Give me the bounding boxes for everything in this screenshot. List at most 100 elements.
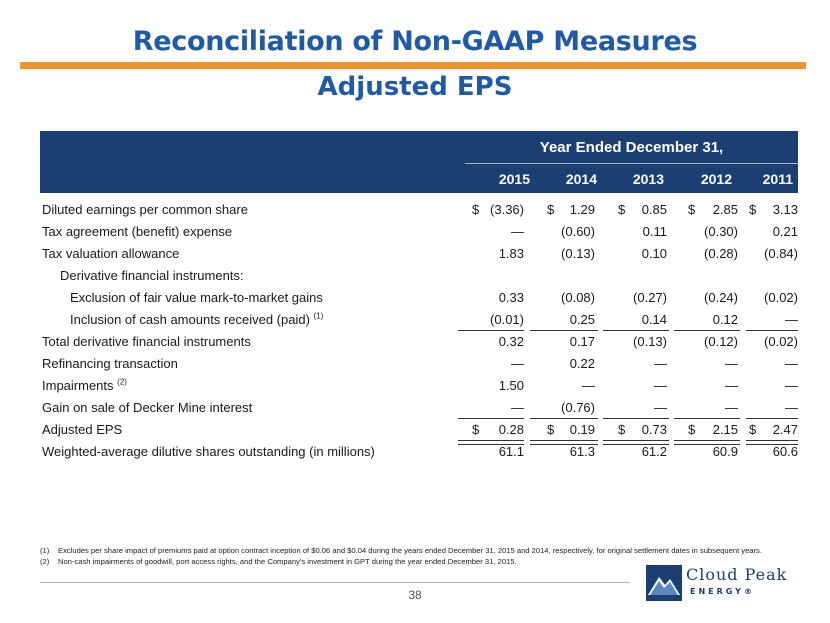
table-row: Adjusted EPS 0.28 $0.19 $0.73 $2.15 $2.47 $ [40,420,800,440]
row-label: Impairments (2) [42,376,127,396]
row-label-text: Diluted earnings per common share [42,202,248,217]
company-logo: Cloud Peak ENERGY® [646,563,806,603]
cell-2011: 0.21 [772,224,798,239]
footnote-ref: (2) [117,377,127,387]
cell-2013: (0.13) [633,334,667,349]
cell-2013: 61.2 [641,444,667,459]
cell-2015: (0.01) [490,312,524,327]
dollar-sign: $ [688,422,696,437]
dollar-sign: $ [547,202,555,217]
cell-2014: 0.17 [569,334,595,349]
cell-2013: — [654,356,667,371]
row-label-text: Tax agreement (benefit) expense [42,224,233,239]
cell-2013: 0.14 [641,312,667,327]
dollar-sign: $ [618,422,626,437]
row-label: Inclusion of cash amounts received (paid… [70,310,323,330]
cell-2014: (0.76) [561,400,595,415]
underline [674,418,740,419]
cell-2011: (0.02) [764,334,798,349]
dollar-sign: $ [547,422,555,437]
row-label: Derivative financial instruments: [60,266,244,286]
page-subtitle: Adjusted EPS [317,72,513,102]
cell-2013: 0.10 [641,246,667,261]
cell-2012: — [725,356,738,371]
cell-2015: — [511,400,524,415]
cell-2011: — [785,378,798,393]
cell-2015: 0.28 [498,422,524,437]
cell-2012: 2.15 [712,422,738,437]
dollar-sign: $ [749,422,757,437]
underline [746,418,798,419]
row-label-text: Refinancing transaction [42,356,178,371]
row-label: Adjusted EPS [42,420,122,440]
cell-2011: (0.02) [764,290,798,305]
row-label-text: Tax valuation allowance [42,246,180,261]
cell-2014: (0.60) [561,224,595,239]
cell-2012: — [725,400,738,415]
footnotes: (1) Excludes per share impact of premium… [40,545,810,567]
underline [603,418,669,419]
dollar-sign: $ [472,422,480,437]
double-underline [458,440,524,445]
cell-2012: (0.12) [704,334,738,349]
underline [603,330,669,331]
cell-2012: 60.9 [712,444,738,459]
mountain-logo-icon [646,565,682,601]
table-row: Inclusion of cash amounts received (paid… [40,310,800,330]
accent-bar [20,62,806,69]
header-divider [465,163,798,164]
cell-2011: — [785,400,798,415]
page-number: 38 [408,588,422,602]
row-label-text: Inclusion of cash amounts received (paid… [70,312,310,327]
row-label: Tax valuation allowance [42,244,179,264]
row-label: Gain on sale of Decker Mine interest [42,398,252,418]
cell-2013: (0.27) [633,290,667,305]
footer-divider [40,582,630,583]
cell-2012: (0.24) [704,290,738,305]
row-label-text: Weighted-average dilutive shares outstan… [42,444,375,459]
cell-2014: (0.13) [561,246,595,261]
dollar-sign: $ [749,202,757,217]
cell-2015: — [511,356,524,371]
cell-2015: 1.83 [498,246,524,261]
double-underline [674,440,740,445]
row-label-text: Derivative financial instruments: [60,268,244,283]
cell-2011: 2.47 [772,422,798,437]
underline [674,330,740,331]
row-label: Tax agreement (benefit) expense [42,222,232,242]
page-title: Reconciliation of Non-GAAP Measures [132,26,698,57]
footnote-2: (2) Non-cash impairments of goodwill, po… [40,556,810,567]
cell-2015: 1.50 [498,378,524,393]
underline [746,330,798,331]
table-row: Gain on sale of Decker Mine interest — (0.… [40,398,800,418]
cell-2011: — [785,356,798,371]
table-row: Refinancing transaction — 0.22 — — — [40,354,800,374]
year-2015-header: 2015 [498,171,530,187]
cell-2014: 0.22 [569,356,595,371]
footnote-1: (1) Excludes per share impact of premium… [40,545,810,556]
logo-name: Cloud Peak [686,565,788,584]
footnote-text: Excludes per share impact of premiums pa… [58,546,762,555]
row-label: Exclusion of fair value mark-to-market g… [70,288,323,308]
cell-2015: 0.32 [498,334,524,349]
table-row: Exclusion of fair value mark-to-market g… [40,288,800,308]
row-label-text: Total derivative financial instruments [42,334,251,349]
cell-2014: 61.3 [569,444,595,459]
underline [458,418,524,419]
dollar-sign: $ [618,202,626,217]
cell-2013: 0.85 [641,202,667,217]
row-label: Total derivative financial instruments [42,332,251,352]
cell-2011: — [785,312,798,327]
row-label: Diluted earnings per common share [42,200,248,220]
table-row: Tax valuation allowance 1.83 (0.13) 0.10 (0.… [40,244,800,264]
table-row: Total derivative financial instruments 0.… [40,332,800,352]
cell-2013: 0.11 [642,224,667,239]
cell-2014: (0.08) [561,290,595,305]
year-2013-header: 2013 [632,171,664,187]
cell-2015: — [511,224,524,239]
cell-2011: 60.6 [772,444,798,459]
cell-2015: (3.36) [490,202,524,217]
table-row: Impairments (2) 1.50 — — — — [40,376,800,396]
year-2014-header: 2014 [565,171,597,187]
cell-2011: (0.84) [764,246,798,261]
